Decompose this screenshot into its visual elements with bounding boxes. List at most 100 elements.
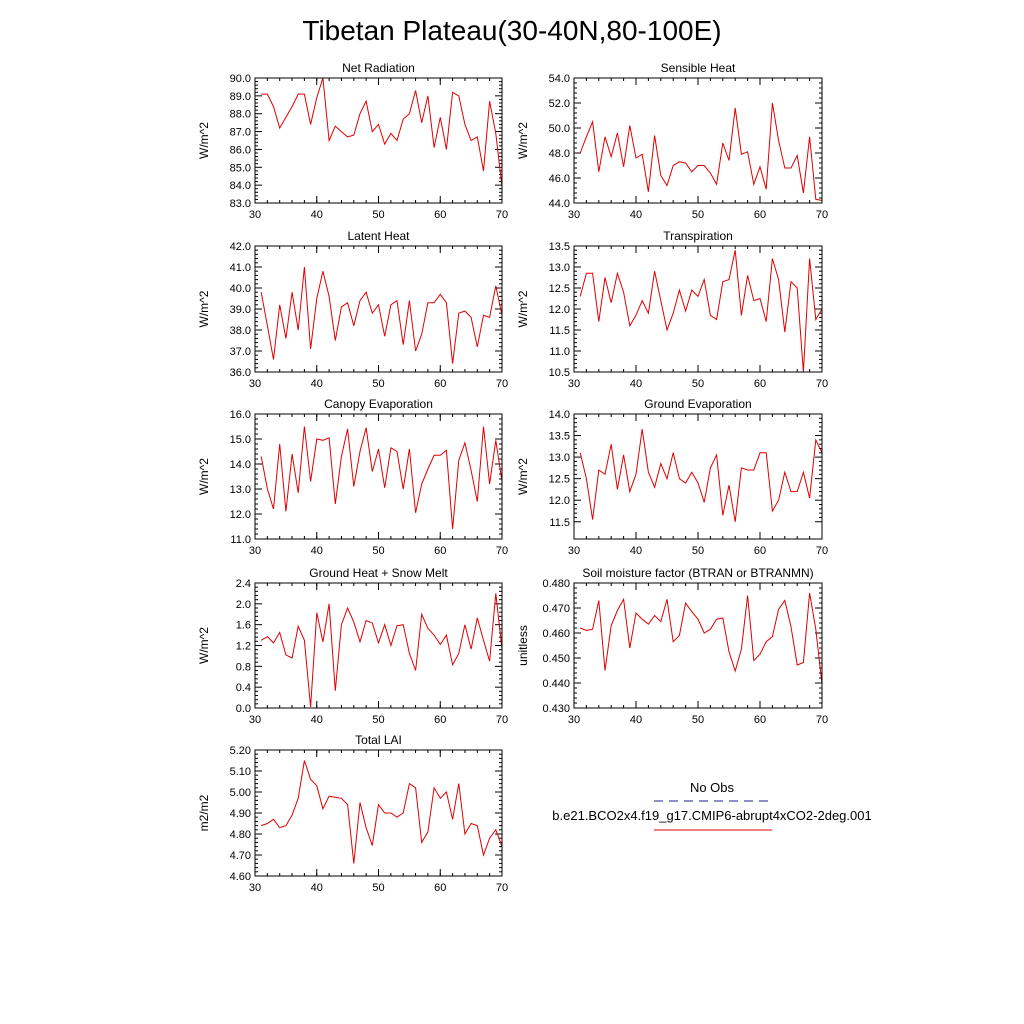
x-tick-label: 60 bbox=[434, 714, 446, 726]
y-axis-label: W/m^2 bbox=[516, 458, 530, 495]
x-tick-label: 60 bbox=[434, 209, 446, 221]
y-tick-label: 0.460 bbox=[542, 628, 570, 640]
x-tick-label: 40 bbox=[311, 882, 323, 894]
y-tick-label: 50.0 bbox=[549, 123, 570, 135]
x-tick-label: 50 bbox=[692, 378, 704, 390]
x-tick-label: 60 bbox=[754, 545, 766, 557]
y-tick-label: 1.6 bbox=[236, 620, 251, 632]
y-tick-label: 2.4 bbox=[236, 578, 251, 590]
y-tick-label: 11.5 bbox=[549, 325, 570, 337]
legend: No Obs b.e21.BCO2x4.f19_g17.CMIP6-abrupt4… bbox=[552, 780, 872, 831]
x-tick-label: 30 bbox=[568, 209, 580, 221]
series-line bbox=[261, 77, 503, 187]
y-tick-label: 4.70 bbox=[230, 850, 251, 862]
y-tick-label: 0.4 bbox=[236, 682, 251, 694]
y-tick-label: 11.0 bbox=[230, 534, 251, 546]
panel-title: Latent Heat bbox=[347, 229, 410, 243]
x-tick-label: 50 bbox=[372, 209, 384, 221]
x-tick-label: 40 bbox=[311, 545, 323, 557]
y-tick-label: 4.60 bbox=[230, 871, 251, 883]
panel-title: Ground Evaporation bbox=[644, 397, 751, 411]
panel-title: Sensible Heat bbox=[661, 61, 736, 75]
panel-title: Net Radiation bbox=[342, 61, 415, 75]
y-tick-label: 0.450 bbox=[542, 653, 570, 665]
x-tick-label: 70 bbox=[816, 209, 828, 221]
legend-label-obs: No Obs bbox=[690, 780, 735, 795]
x-tick-label: 50 bbox=[372, 545, 384, 557]
panel-5: Canopy Evaporation 30 40 50 60 70 11.0 12.0 13.0… bbox=[197, 397, 508, 557]
y-tick-label: 42.0 bbox=[230, 241, 251, 253]
y-tick-label: 0.470 bbox=[542, 603, 570, 615]
x-tick-label: 50 bbox=[372, 378, 384, 390]
y-tick-label: 89.0 bbox=[230, 91, 251, 103]
series-line bbox=[261, 760, 503, 864]
x-tick-label: 40 bbox=[630, 209, 642, 221]
x-tick-label: 30 bbox=[249, 714, 261, 726]
y-tick-label: 11.0 bbox=[549, 346, 570, 358]
x-tick-label: 60 bbox=[434, 378, 446, 390]
y-tick-label: 84.0 bbox=[230, 180, 251, 192]
series-line bbox=[579, 102, 823, 201]
y-tick-label: 4.90 bbox=[230, 808, 251, 820]
x-tick-label: 50 bbox=[692, 714, 704, 726]
plot-frame bbox=[254, 413, 503, 540]
y-tick-label: 1.2 bbox=[236, 641, 251, 653]
panel-title: Ground Heat + Snow Melt bbox=[309, 566, 448, 580]
y-tick-label: 4.80 bbox=[230, 829, 251, 841]
panel-9: Total LAI 30 40 50 60 70 4.60 4.70 4.80 4.90 5.00 5… bbox=[197, 733, 508, 894]
x-tick-label: 30 bbox=[249, 882, 261, 894]
y-tick-label: 0.480 bbox=[542, 578, 570, 590]
panels: Net Radiation 30 40 50 60 70 83.0 84.0 85.0 86.0 8… bbox=[197, 61, 828, 894]
x-tick-label: 70 bbox=[816, 545, 828, 557]
y-axis-label: W/m^2 bbox=[197, 290, 211, 327]
plot-frame bbox=[573, 413, 823, 540]
x-tick-label: 30 bbox=[249, 378, 261, 390]
panel-title: Transpiration bbox=[663, 229, 733, 243]
y-tick-label: 44.0 bbox=[549, 198, 570, 210]
x-tick-label: 70 bbox=[496, 378, 508, 390]
y-tick-label: 0.430 bbox=[542, 703, 570, 715]
x-tick-label: 50 bbox=[372, 714, 384, 726]
y-tick-label: 0.440 bbox=[542, 678, 570, 690]
plot-frame bbox=[573, 77, 823, 204]
y-tick-label: 40.0 bbox=[230, 283, 251, 295]
x-tick-label: 70 bbox=[496, 882, 508, 894]
y-tick-label: 83.0 bbox=[230, 198, 251, 210]
series-line bbox=[260, 426, 503, 530]
plot-frame bbox=[254, 77, 503, 204]
x-tick-label: 40 bbox=[630, 378, 642, 390]
x-tick-label: 30 bbox=[568, 378, 580, 390]
y-tick-label: 5.00 bbox=[230, 787, 251, 799]
panel-2: Sensible Heat 30 40 50 60 70 44.0 46.0 48.0 50.0 5… bbox=[516, 61, 828, 221]
x-tick-label: 60 bbox=[754, 378, 766, 390]
y-axis-label: W/m^2 bbox=[197, 458, 211, 495]
x-tick-label: 50 bbox=[692, 209, 704, 221]
x-tick-label: 40 bbox=[630, 545, 642, 557]
panel-8: Soil moisture factor (BTRAN or BTRANMN) 3… bbox=[516, 566, 828, 726]
x-tick-label: 30 bbox=[568, 545, 580, 557]
y-tick-label: 90.0 bbox=[230, 73, 251, 85]
y-axis-label: W/m^2 bbox=[197, 122, 211, 159]
y-tick-label: 2.0 bbox=[236, 599, 251, 611]
plot-frame bbox=[254, 582, 503, 709]
y-axis-label: W/m^2 bbox=[197, 627, 211, 664]
y-tick-label: 13.5 bbox=[549, 241, 570, 253]
x-tick-label: 60 bbox=[434, 545, 446, 557]
y-tick-label: 12.5 bbox=[549, 283, 570, 295]
y-tick-label: 48.0 bbox=[549, 148, 570, 160]
x-tick-label: 30 bbox=[568, 714, 580, 726]
y-tick-label: 12.0 bbox=[549, 304, 570, 316]
plot-frame bbox=[573, 245, 823, 373]
x-tick-label: 70 bbox=[496, 545, 508, 557]
y-tick-label: 10.5 bbox=[549, 367, 570, 379]
y-axis-label: W/m^2 bbox=[516, 122, 530, 159]
x-tick-label: 30 bbox=[249, 545, 261, 557]
y-tick-label: 46.0 bbox=[549, 173, 570, 185]
y-tick-label: 12.5 bbox=[549, 474, 570, 486]
y-axis-label: W/m^2 bbox=[516, 290, 530, 327]
series-line bbox=[579, 429, 823, 522]
x-tick-label: 60 bbox=[754, 714, 766, 726]
series-line bbox=[260, 593, 503, 708]
x-tick-label: 70 bbox=[496, 714, 508, 726]
x-tick-label: 40 bbox=[311, 209, 323, 221]
